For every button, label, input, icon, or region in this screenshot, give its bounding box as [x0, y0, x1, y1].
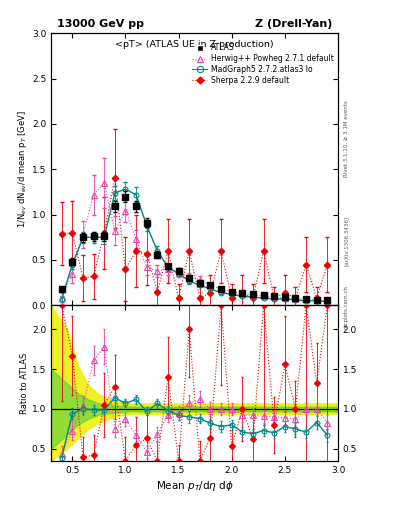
Text: Z (Drell-Yan): Z (Drell-Yan)	[255, 19, 332, 29]
X-axis label: Mean $p_T$/d$\eta$ d$\phi$: Mean $p_T$/d$\eta$ d$\phi$	[156, 479, 233, 493]
Text: Rivet 3.1.10, ≥ 3.1M events: Rivet 3.1.10, ≥ 3.1M events	[344, 100, 349, 177]
Y-axis label: 1/N$_{ev}$ dN$_{ev}$/d mean p$_T$ [GeV]: 1/N$_{ev}$ dN$_{ev}$/d mean p$_T$ [GeV]	[16, 111, 29, 228]
Text: <pT> (ATLAS UE in Z production): <pT> (ATLAS UE in Z production)	[115, 40, 274, 49]
Y-axis label: Ratio to ATLAS: Ratio to ATLAS	[20, 352, 29, 414]
Text: [arXiv:1306.3436]: [arXiv:1306.3436]	[344, 216, 349, 266]
Legend: ATLAS, Herwig++ Powheg 2.7.1 default, MadGraph5 2.7.2.atlas3 lo, Sherpa 2.2.9 de: ATLAS, Herwig++ Powheg 2.7.1 default, Ma…	[189, 40, 336, 88]
Text: 13000 GeV pp: 13000 GeV pp	[57, 19, 144, 29]
Text: mcplots.cern.ch: mcplots.cern.ch	[344, 285, 349, 329]
